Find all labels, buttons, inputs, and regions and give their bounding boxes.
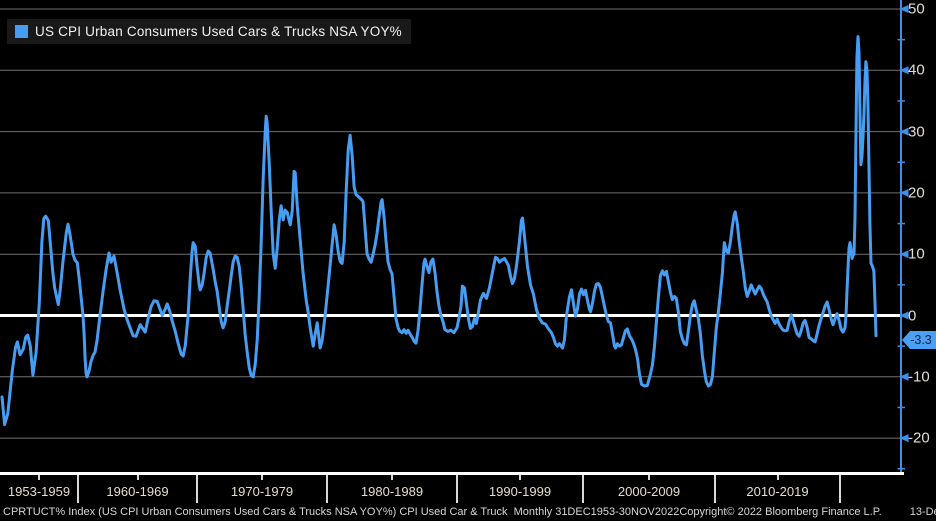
legend-label: US CPI Urban Consumers Used Cars & Truck… [35,24,402,39]
y-axis-label: 20 [908,184,925,202]
x-axis-divider [839,475,841,503]
plot-area: US CPI Urban Consumers Used Cars & Truck… [0,0,936,473]
y-axis-tick-arrow-icon [899,372,909,381]
x-axis-divider [582,475,584,503]
x-axis-section-label: 1970-1979 [230,484,294,499]
series-swatch-icon [15,25,28,38]
x-axis-divider [326,475,328,503]
x-axis-section-label: 1953-1959 [7,484,71,499]
last-value-badge: -3.3 [902,331,936,349]
y-axis-label: -20 [908,429,930,447]
x-axis-section-label: 2010-2019 [746,484,809,499]
y-axis-label: 40 [908,61,925,79]
x-axis-mid-tick [38,475,40,480]
y-axis-tick-arrow-icon [899,66,909,75]
legend[interactable]: US CPI Urban Consumers Used Cars & Truck… [7,19,411,44]
y-axis-tick-arrow-icon [899,5,909,13]
x-axis-section-label: 1980-1989 [360,484,424,499]
x-axis-section-label: 1990-1999 [488,484,552,499]
x-axis-mid-tick [648,475,650,480]
y-axis-tick-arrow-icon [899,311,909,320]
y-axis-tick-arrow-icon [899,127,909,136]
status-timestamp: 13-Dec-2022 08:34:34 [909,506,936,518]
y-axis-label: 50 [908,0,925,18]
status-security-description: CPRTUCT% Index (US CPI Urban Consumers U… [3,506,680,518]
y-axis-label: 30 [908,123,925,141]
cpi-used-cars-line-chart [0,0,909,473]
x-axis-section-label: 2000-2009 [617,484,681,499]
x-axis-mid-tick [519,475,521,480]
x-axis-mid-tick [776,475,779,480]
y-axis-label: 10 [908,245,925,263]
y-axis-label: -10 [908,368,930,386]
x-axis-mid-tick [261,475,263,480]
status-bar: CPRTUCT% Index (US CPI Urban Consumers U… [0,503,936,521]
x-axis-divider [196,475,198,503]
last-value-text: -3.3 [910,333,932,347]
x-axis-baseline [0,472,904,475]
x-axis: 1953-1959 1960-1969 1970-1979 1980-1989 1990… [0,475,936,503]
x-axis-divider [456,475,458,503]
y-axis-tick-arrow-icon [899,434,909,443]
status-copyright: Copyright© 2022 Bloomberg Finance L.P. [679,506,882,518]
x-axis-mid-tick [391,475,393,480]
x-axis-mid-tick [136,475,139,480]
y-axis-tick-arrow-icon [899,250,909,259]
series-line [0,35,878,427]
y-axis-tick-arrow-icon [899,188,909,197]
x-axis-divider [77,475,79,503]
y-axis-label: 0 [908,307,917,324]
x-axis-section-label: 1960-1969 [106,484,169,499]
x-axis-divider [714,475,716,503]
